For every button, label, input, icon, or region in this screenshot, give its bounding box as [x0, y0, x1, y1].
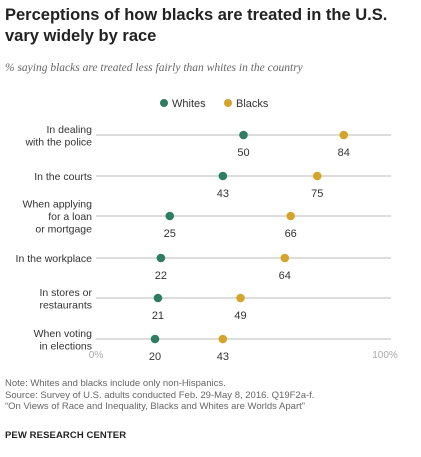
category-label: or mortgage [35, 224, 92, 236]
data-point-blacks [280, 253, 290, 263]
chart-notes: Note: Whites and blacks include only non… [5, 378, 314, 413]
category-label: with the police [24, 136, 92, 148]
data-point-whites [150, 334, 160, 344]
category-label: When voting [34, 328, 93, 340]
note-line: Note: Whites and blacks include only non… [5, 378, 226, 389]
data-label-blacks: 64 [279, 270, 291, 282]
data-label-whites: 21 [152, 310, 164, 322]
chart-subtitle: % saying blacks are treated less fairly … [5, 62, 303, 74]
legend-label-whites: Whites [172, 98, 206, 110]
data-label-blacks: 84 [338, 147, 350, 159]
data-point-blacks [286, 211, 296, 221]
data-point-whites [218, 171, 228, 181]
data-point-blacks [312, 171, 322, 181]
data-label-whites: 43 [217, 188, 229, 200]
data-label-whites: 22 [155, 270, 167, 282]
data-point-blacks [236, 293, 245, 303]
data-label-whites: 20 [149, 351, 161, 363]
category-label: When applying [23, 199, 93, 211]
data-label-whites: 25 [164, 228, 176, 240]
category-label: In the workplace [16, 253, 93, 265]
category-label: restaurants [39, 299, 92, 311]
data-point-whites [153, 293, 163, 303]
category-label: In stores or [39, 287, 92, 299]
legend-label-blacks: Blacks [236, 98, 269, 110]
data-point-whites [239, 130, 248, 140]
source-line: Source: Survey of U.S. adults conducted … [5, 389, 315, 401]
page-title: Perceptions of how blacks are treated in… [5, 6, 388, 45]
data-point-whites [156, 253, 166, 263]
data-point-blacks [218, 334, 228, 344]
category-label: for a loan [48, 211, 92, 223]
data-label-blacks: 49 [234, 310, 246, 322]
category-label: in elections [39, 340, 92, 352]
category-label: In dealing [46, 124, 92, 136]
data-label-blacks: 66 [285, 228, 297, 240]
data-label-blacks: 75 [311, 188, 323, 200]
x-tick-label-min: 0% [89, 350, 104, 361]
data-point-whites [165, 211, 175, 221]
legend-marker-whites [160, 99, 168, 107]
data-point-blacks [339, 130, 349, 140]
organization-name: PEW RESEARCH CENTER [5, 430, 127, 441]
data-label-whites: 50 [237, 147, 249, 159]
report-title-line: “On Views of Race and Inequality, Blacks… [5, 401, 305, 412]
x-tick-label-max: 100% [372, 350, 398, 361]
category-label: In the courts [34, 171, 92, 183]
data-label-blacks: 43 [217, 351, 229, 363]
legend-marker-blacks [224, 99, 232, 107]
